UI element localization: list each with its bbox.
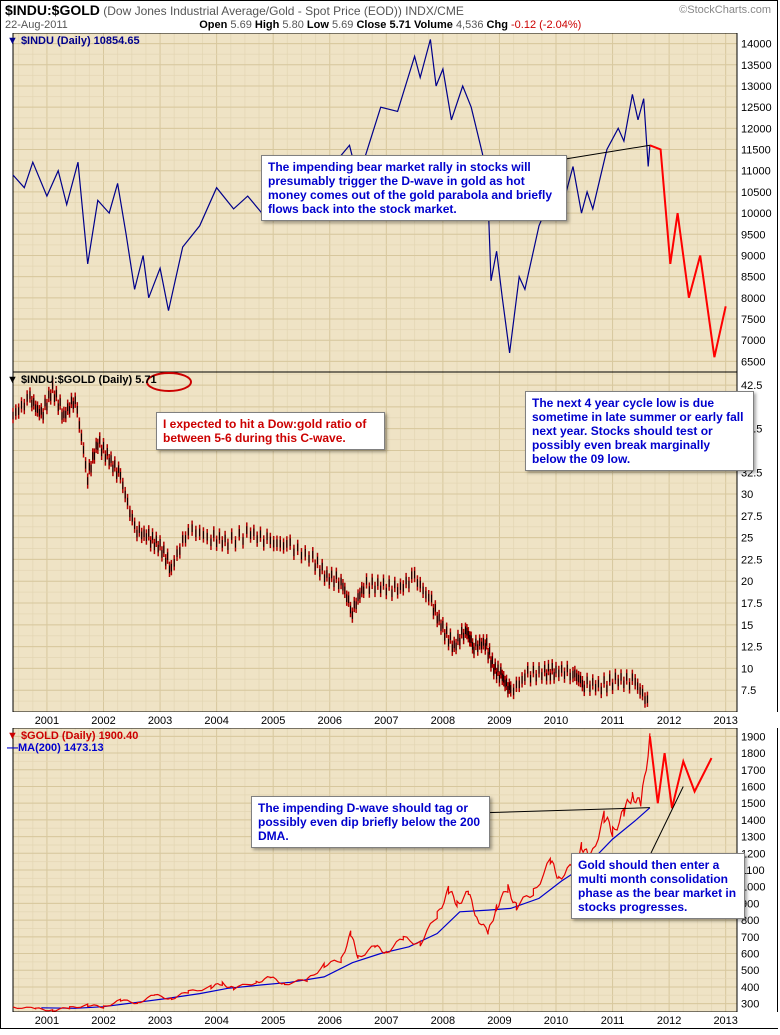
svg-text:1400: 1400 bbox=[741, 815, 765, 827]
symbol-desc: (Dow Jones Industrial Average/Gold - Spo… bbox=[103, 4, 402, 18]
svg-text:700: 700 bbox=[741, 932, 759, 944]
svg-text:14000: 14000 bbox=[741, 39, 772, 51]
svg-text:20: 20 bbox=[741, 576, 753, 588]
svg-text:17.5: 17.5 bbox=[741, 598, 762, 610]
svg-text:25: 25 bbox=[741, 533, 753, 545]
svg-text:13500: 13500 bbox=[741, 60, 772, 72]
svg-text:12500: 12500 bbox=[741, 102, 772, 114]
pane-indu: 6500 7000 7500 8000 8500 9000 9500 10000 10500 11… bbox=[1, 33, 777, 372]
exchange: INDX/CME bbox=[405, 4, 464, 18]
svg-text:11500: 11500 bbox=[741, 145, 771, 157]
svg-text:2012: 2012 bbox=[657, 1015, 681, 1027]
svg-text:2010: 2010 bbox=[544, 715, 568, 727]
pane-gold: 3004005006007008009001000110012001300140… bbox=[1, 728, 777, 1012]
svg-text:12000: 12000 bbox=[741, 123, 772, 135]
svg-text:600: 600 bbox=[741, 949, 759, 961]
svg-text:2003: 2003 bbox=[148, 715, 172, 727]
svg-text:2007: 2007 bbox=[374, 715, 398, 727]
svg-text:8500: 8500 bbox=[741, 272, 765, 284]
pane1-label: ▼ $INDU (Daily) 10854.65 bbox=[7, 35, 140, 47]
svg-text:1800: 1800 bbox=[741, 748, 765, 760]
pane3-label: ▼ $GOLD (Daily) 1900.40—MA(200) 1473.13 bbox=[7, 730, 138, 754]
svg-text:12.5: 12.5 bbox=[741, 642, 762, 654]
svg-text:30: 30 bbox=[741, 489, 753, 501]
svg-text:27.5: 27.5 bbox=[741, 511, 762, 523]
svg-text:2012: 2012 bbox=[657, 715, 681, 727]
svg-text:300: 300 bbox=[741, 999, 759, 1011]
svg-text:9500: 9500 bbox=[741, 229, 765, 241]
svg-text:2009: 2009 bbox=[487, 715, 511, 727]
svg-text:400: 400 bbox=[741, 982, 759, 994]
svg-text:22.5: 22.5 bbox=[741, 554, 762, 566]
svg-text:2006: 2006 bbox=[318, 715, 342, 727]
chart-frame: $INDU:$GOLD (Dow Jones Industrial Averag… bbox=[0, 0, 778, 1029]
xaxis-lower: 2001 2002 2003 2004 2005 2006 2007 2008 2009 2010… bbox=[1, 1012, 777, 1028]
chart-ohlc-row: 22-Aug-2011 Open 5.69 High 5.80 Low 5.69… bbox=[1, 19, 777, 33]
annotation-4: The impending D-wave should tag or possi… bbox=[251, 796, 490, 848]
svg-text:6500: 6500 bbox=[741, 356, 765, 368]
svg-text:7000: 7000 bbox=[741, 335, 765, 347]
svg-text:2011: 2011 bbox=[601, 1015, 625, 1027]
svg-text:2013: 2013 bbox=[713, 1015, 737, 1027]
chg-value: -0.12 (-2.04%) bbox=[511, 19, 581, 31]
svg-text:2006: 2006 bbox=[318, 1015, 342, 1027]
annotation-2: The next 4 year cycle low is due sometim… bbox=[525, 391, 754, 471]
svg-text:2011: 2011 bbox=[601, 715, 625, 727]
svg-text:10000: 10000 bbox=[741, 208, 772, 220]
xaxis-upper: 2001 2002 2003 2004 2005 2006 2007 2008 2009 2010… bbox=[1, 712, 777, 728]
svg-text:2001: 2001 bbox=[35, 1015, 59, 1027]
svg-text:1500: 1500 bbox=[741, 798, 765, 810]
svg-text:11000: 11000 bbox=[741, 166, 771, 178]
svg-text:2002: 2002 bbox=[91, 1015, 115, 1027]
symbol: $INDU:$GOLD bbox=[5, 2, 100, 18]
svg-text:1300: 1300 bbox=[741, 832, 765, 844]
svg-text:2009: 2009 bbox=[487, 1015, 511, 1027]
svg-text:2001: 2001 bbox=[35, 715, 59, 727]
svg-text:2010: 2010 bbox=[544, 1015, 568, 1027]
svg-text:2007: 2007 bbox=[374, 1015, 398, 1027]
svg-text:2008: 2008 bbox=[431, 715, 455, 727]
svg-text:2013: 2013 bbox=[713, 715, 737, 727]
svg-text:8000: 8000 bbox=[741, 293, 765, 305]
annotation-1: The impending bear market rally in stock… bbox=[261, 155, 567, 221]
date: 22-Aug-2011 bbox=[5, 19, 68, 31]
svg-text:2005: 2005 bbox=[261, 1015, 285, 1027]
svg-text:2008: 2008 bbox=[431, 1015, 455, 1027]
annotation-5: Gold should then enter a multi month con… bbox=[571, 853, 745, 919]
svg-text:2003: 2003 bbox=[148, 1015, 172, 1027]
pane2-label: ▼ $INDU:$GOLD (Daily) 5.71 bbox=[7, 374, 157, 386]
chart-header: $INDU:$GOLD (Dow Jones Industrial Averag… bbox=[1, 1, 777, 19]
svg-text:2004: 2004 bbox=[204, 715, 228, 727]
svg-text:500: 500 bbox=[741, 965, 759, 977]
svg-text:13000: 13000 bbox=[741, 81, 772, 93]
credit: ©StockCharts.com bbox=[679, 3, 771, 17]
svg-text:1700: 1700 bbox=[741, 765, 765, 777]
svg-text:1600: 1600 bbox=[741, 781, 765, 793]
annotation-3: I expected to hit a Dow:gold ratio of be… bbox=[156, 412, 385, 450]
svg-text:10: 10 bbox=[741, 663, 753, 675]
svg-text:2005: 2005 bbox=[261, 715, 285, 727]
svg-text:15: 15 bbox=[741, 620, 753, 632]
svg-text:7.5: 7.5 bbox=[741, 685, 756, 697]
svg-text:2002: 2002 bbox=[91, 715, 115, 727]
svg-text:7500: 7500 bbox=[741, 314, 765, 326]
svg-text:1900: 1900 bbox=[741, 731, 765, 743]
svg-text:9000: 9000 bbox=[741, 250, 765, 262]
svg-text:2004: 2004 bbox=[204, 1015, 228, 1027]
svg-text:10500: 10500 bbox=[741, 187, 772, 199]
